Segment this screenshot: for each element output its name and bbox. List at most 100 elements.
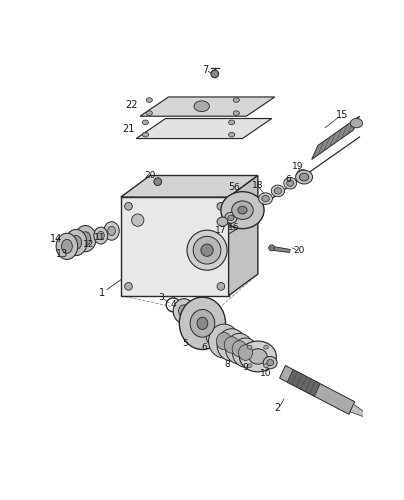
Ellipse shape <box>221 192 264 228</box>
Text: 1: 1 <box>99 288 105 298</box>
Text: 13: 13 <box>56 249 68 259</box>
Ellipse shape <box>61 240 72 254</box>
Text: 15: 15 <box>337 110 349 120</box>
Ellipse shape <box>262 196 269 202</box>
Ellipse shape <box>65 230 87 256</box>
Ellipse shape <box>194 101 209 112</box>
Ellipse shape <box>217 328 246 361</box>
Ellipse shape <box>264 346 268 349</box>
Text: 11: 11 <box>93 232 105 241</box>
Ellipse shape <box>97 232 104 240</box>
Ellipse shape <box>210 334 217 341</box>
Ellipse shape <box>263 356 277 369</box>
Ellipse shape <box>217 217 228 226</box>
Ellipse shape <box>240 341 276 372</box>
Ellipse shape <box>238 345 252 360</box>
Ellipse shape <box>229 120 235 124</box>
Ellipse shape <box>225 334 253 364</box>
Ellipse shape <box>80 232 91 245</box>
Text: 21: 21 <box>122 124 135 134</box>
Ellipse shape <box>296 170 313 184</box>
Ellipse shape <box>248 349 267 364</box>
Ellipse shape <box>56 233 78 260</box>
Ellipse shape <box>229 132 235 137</box>
Polygon shape <box>312 116 360 160</box>
Ellipse shape <box>296 170 309 181</box>
Text: 14: 14 <box>50 234 62 243</box>
Ellipse shape <box>247 346 252 349</box>
Ellipse shape <box>142 132 149 137</box>
Polygon shape <box>229 176 258 296</box>
Ellipse shape <box>271 185 284 196</box>
Ellipse shape <box>216 332 231 349</box>
Text: 5: 5 <box>183 339 188 348</box>
Ellipse shape <box>228 215 234 220</box>
Ellipse shape <box>232 338 259 367</box>
Text: 22: 22 <box>125 100 138 110</box>
Ellipse shape <box>197 317 208 330</box>
Text: 3: 3 <box>158 292 164 302</box>
Ellipse shape <box>225 212 237 223</box>
Ellipse shape <box>190 310 215 337</box>
Ellipse shape <box>206 330 220 345</box>
Ellipse shape <box>71 236 82 250</box>
Ellipse shape <box>299 172 306 178</box>
Text: 8: 8 <box>224 360 230 368</box>
Text: 4: 4 <box>170 300 176 310</box>
Ellipse shape <box>350 118 363 128</box>
Ellipse shape <box>233 111 240 116</box>
Text: 5: 5 <box>229 182 235 192</box>
Polygon shape <box>229 214 252 234</box>
Ellipse shape <box>269 245 275 251</box>
Ellipse shape <box>108 226 116 235</box>
Text: 6: 6 <box>286 175 292 184</box>
Polygon shape <box>136 118 272 139</box>
Text: 9: 9 <box>243 364 248 372</box>
Ellipse shape <box>267 360 274 366</box>
Ellipse shape <box>201 244 213 256</box>
Ellipse shape <box>132 214 144 226</box>
Ellipse shape <box>284 178 297 189</box>
Ellipse shape <box>125 282 133 290</box>
Text: 2: 2 <box>274 403 280 413</box>
Ellipse shape <box>233 98 240 102</box>
Text: 17: 17 <box>215 226 227 235</box>
Ellipse shape <box>179 297 225 350</box>
Ellipse shape <box>94 227 108 244</box>
Text: 20: 20 <box>294 246 305 256</box>
Ellipse shape <box>173 298 195 324</box>
Ellipse shape <box>75 226 96 252</box>
Ellipse shape <box>232 340 246 357</box>
Ellipse shape <box>274 188 282 194</box>
Ellipse shape <box>187 230 227 270</box>
Text: 6: 6 <box>201 342 207 351</box>
Ellipse shape <box>247 364 252 368</box>
Ellipse shape <box>238 206 247 214</box>
Ellipse shape <box>146 111 152 116</box>
Text: 16: 16 <box>228 224 240 232</box>
Ellipse shape <box>224 336 239 353</box>
Text: 7: 7 <box>202 65 208 75</box>
Ellipse shape <box>264 364 268 368</box>
Ellipse shape <box>287 180 294 186</box>
Ellipse shape <box>208 324 240 358</box>
Ellipse shape <box>146 98 152 102</box>
Ellipse shape <box>104 222 119 240</box>
Polygon shape <box>350 404 371 419</box>
Ellipse shape <box>211 70 219 78</box>
Ellipse shape <box>217 202 225 210</box>
Polygon shape <box>280 366 355 414</box>
Text: 20: 20 <box>144 171 156 180</box>
Polygon shape <box>121 197 229 296</box>
Text: 10: 10 <box>260 369 271 378</box>
Polygon shape <box>140 97 275 116</box>
Ellipse shape <box>125 202 133 210</box>
Ellipse shape <box>154 178 162 186</box>
Polygon shape <box>121 176 258 197</box>
Ellipse shape <box>259 193 273 204</box>
Text: 18: 18 <box>252 181 264 190</box>
Ellipse shape <box>193 236 221 264</box>
Ellipse shape <box>142 120 149 124</box>
Polygon shape <box>287 370 320 396</box>
Polygon shape <box>271 246 290 252</box>
